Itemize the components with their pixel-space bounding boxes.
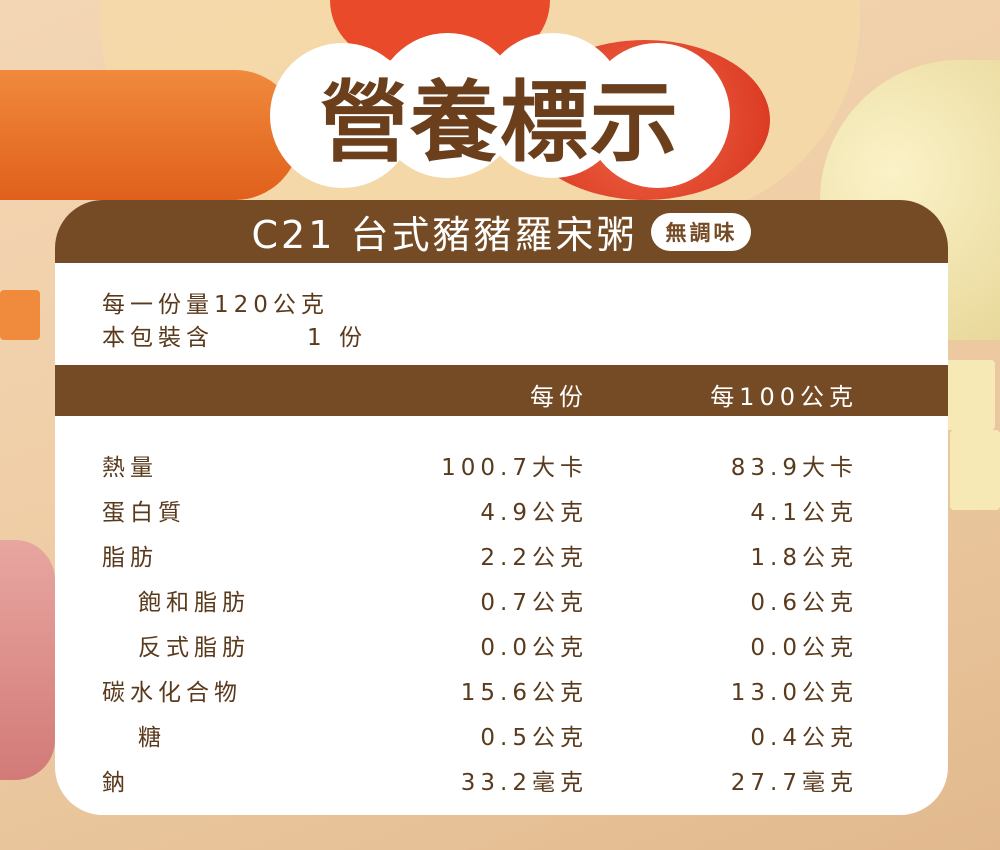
- nutrient-table: 熱量 100.7大卡 83.9大卡蛋白質 4.9公克 4.1公克脂肪 2.2公克 1.8公克…: [55, 416, 948, 808]
- nutrient-label: 飽和脂肪: [138, 590, 250, 616]
- nutrient-label: 蛋白質: [102, 500, 186, 526]
- value-per-100g: 4.1公克: [750, 500, 858, 526]
- nutrient-label: 糖: [138, 725, 166, 751]
- nutrient-label: 熱量: [102, 455, 158, 481]
- nutrient-label: 碳水化合物: [102, 680, 242, 706]
- nutrient-row: 熱量 100.7大卡 83.9大卡: [55, 448, 948, 493]
- servings-value: 1 份: [307, 325, 367, 351]
- nutrient-row: 飽和脂肪 0.7公克 0.6公克: [55, 583, 948, 628]
- nutrient-row: 碳水化合物 15.6公克 13.0公克: [55, 673, 948, 718]
- background-carrot: [0, 70, 300, 200]
- value-per-serving: 33.2毫克: [460, 770, 588, 796]
- nutrient-label: 反式脂肪: [138, 635, 250, 661]
- product-name: C21 台式豬豬羅宋粥: [251, 213, 638, 257]
- product-header: C21 台式豬豬羅宋粥 無調味: [55, 200, 948, 263]
- nutrient-label: 鈉: [102, 770, 130, 796]
- nutrient-row: 脂肪 2.2公克 1.8公克: [55, 538, 948, 583]
- nutrient-row: 糖 0.5公克 0.4公克: [55, 718, 948, 763]
- nutrient-row: 蛋白質 4.9公克 4.1公克: [55, 493, 948, 538]
- value-per-100g: 83.9大卡: [730, 455, 858, 481]
- value-per-serving: 4.9公克: [480, 500, 588, 526]
- column-per-100g: 每100公克: [710, 383, 858, 411]
- nutrient-label: 脂肪: [102, 545, 158, 571]
- value-per-100g: 0.6公克: [750, 590, 858, 616]
- value-per-100g: 0.0公克: [750, 635, 858, 661]
- background-potato-cube: [950, 430, 1000, 510]
- column-header: 每份 每100公克: [55, 365, 948, 416]
- value-per-serving: 0.5公克: [480, 725, 588, 751]
- background-potato-cube: [945, 360, 995, 430]
- value-per-serving: 2.2公克: [480, 545, 588, 571]
- value-per-serving: 0.0公克: [480, 635, 588, 661]
- column-per-serving: 每份: [530, 383, 588, 411]
- nutrient-row: 鈉 33.2毫克 27.7毫克: [55, 763, 948, 808]
- background-carrot-cube: [0, 290, 40, 340]
- title-badge: 營養標示: [270, 28, 730, 198]
- value-per-serving: 100.7大卡: [441, 455, 588, 481]
- value-per-serving: 0.7公克: [480, 590, 588, 616]
- serving-size: 每一份量120公克: [102, 292, 329, 318]
- servings-label: 本包裝含: [102, 325, 214, 351]
- unseasoned-badge: 無調味: [651, 212, 752, 251]
- value-per-100g: 0.4公克: [750, 725, 858, 751]
- value-per-serving: 15.6公克: [460, 680, 588, 706]
- nutrition-label: C21 台式豬豬羅宋粥 無調味 每一份量120公克 本包裝含 1 份 每份 每10…: [55, 200, 948, 815]
- background-meat: [0, 540, 55, 780]
- value-per-100g: 1.8公克: [750, 545, 858, 571]
- nutrient-row: 反式脂肪 0.0公克 0.0公克: [55, 628, 948, 673]
- value-per-100g: 27.7毫克: [730, 770, 858, 796]
- serving-info: 每一份量120公克 本包裝含 1 份: [55, 263, 948, 365]
- page-title: 營養標示: [319, 71, 680, 174]
- value-per-100g: 13.0公克: [730, 680, 858, 706]
